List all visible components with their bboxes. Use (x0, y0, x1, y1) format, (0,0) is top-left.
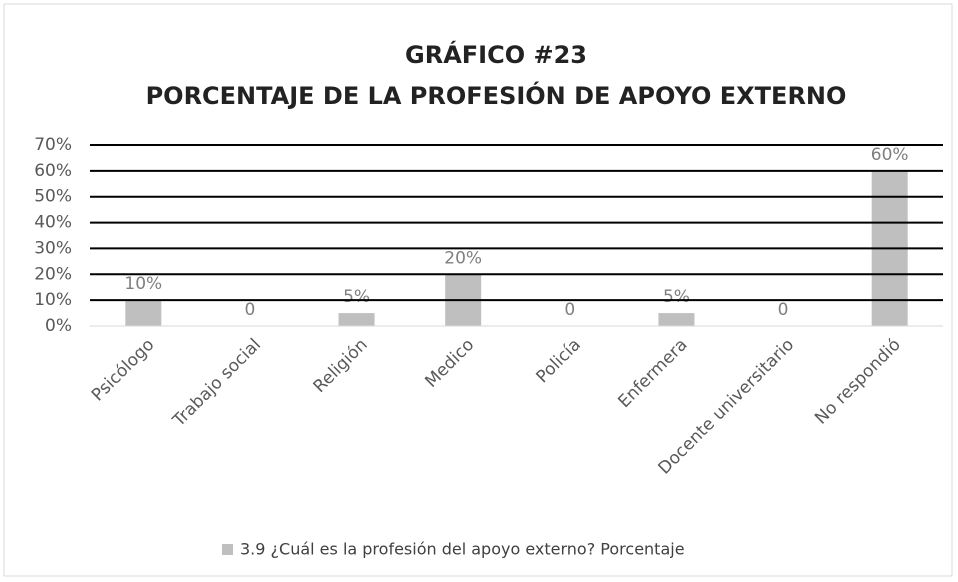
data-label: 10% (124, 274, 162, 294)
bar (338, 313, 375, 326)
data-label: 0 (778, 300, 789, 320)
data-label: 0 (245, 300, 256, 320)
bar (125, 300, 162, 326)
chart-title: GRÁFICO #23 (405, 40, 587, 69)
y-tick-label: 40% (34, 213, 72, 233)
data-label: 20% (444, 248, 482, 268)
y-tick-label: 10% (34, 290, 72, 310)
legend-label: 3.9 ¿Cuál es la profesión del apoyo exte… (240, 540, 685, 559)
data-label: 0 (564, 300, 575, 320)
y-tick-label: 0% (45, 316, 72, 336)
y-tick-label: 50% (34, 187, 72, 207)
data-label: 5% (663, 287, 690, 307)
data-label: 5% (343, 287, 370, 307)
y-tick-label: 60% (34, 161, 72, 181)
y-tick-label: 70% (34, 135, 72, 155)
chart-subtitle: PORCENTAJE DE LA PROFESIÓN DE APOYO EXTE… (146, 80, 847, 110)
bar (658, 313, 695, 326)
y-tick-label: 30% (34, 238, 72, 258)
legend-swatch (222, 544, 233, 555)
y-tick-label: 20% (34, 264, 72, 284)
data-label: 60% (871, 145, 909, 165)
